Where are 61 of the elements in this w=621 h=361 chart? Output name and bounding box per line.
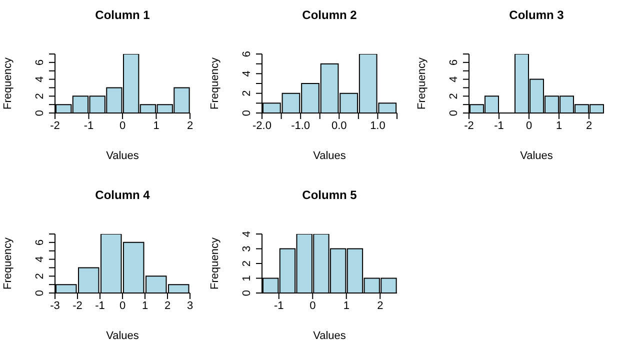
x-tick-label: -1 [84, 120, 94, 132]
y-tick-label: 3 [241, 246, 253, 252]
x-tick-label: -1 [95, 300, 105, 312]
x-axis-title: Values [313, 150, 346, 162]
x-tick-label: 3 [186, 300, 194, 312]
y-axis-title: Frequency [208, 237, 221, 290]
x-tick-label: 2 [164, 300, 171, 312]
x-tick-label: 2 [377, 300, 384, 312]
y-axis-title: Frequency [208, 57, 221, 110]
y-tick-label: 2 [34, 273, 46, 280]
x-tick-label: 1.0 [370, 120, 386, 132]
y-tick-label: 0 [448, 110, 460, 116]
y-axis-title: Frequency [2, 57, 14, 110]
x-tick-label: 1 [153, 120, 160, 132]
x-tick-label: 2 [586, 120, 592, 132]
x-tick-label: 1 [343, 300, 350, 312]
y-tick-label: 4 [241, 230, 253, 238]
y-tick-label: 6 [34, 239, 46, 246]
y-tick-label: 4 [448, 76, 460, 82]
chart-title: Column 1 [94, 8, 151, 22]
y-tick-label: 4 [34, 256, 46, 262]
x-tick-label: -2 [50, 120, 60, 132]
y-tick-label: 0 [34, 110, 46, 116]
y-tick-label: 2 [241, 260, 253, 267]
chart-title: Column 2 [301, 8, 358, 22]
y-tick-label: 2 [448, 93, 460, 100]
x-tick-label: -2 [72, 300, 82, 312]
x-tick-label: 0 [526, 120, 532, 132]
x-tick-label: -1 [274, 300, 284, 312]
x-tick-label: 2 [186, 120, 194, 132]
chart-title: Column 5 [301, 188, 358, 202]
x-axis-title: Values [520, 150, 554, 162]
y-tick-label: 6 [241, 50, 253, 58]
y-tick-label: 0 [34, 290, 46, 296]
x-tick-label: -2 [464, 120, 474, 132]
x-tick-label: 0.0 [331, 120, 347, 132]
y-tick-label: 0 [241, 110, 253, 116]
x-tick-label: 1 [556, 120, 562, 132]
x-axis-title: Values [106, 330, 140, 342]
y-tick-label: 4 [34, 76, 46, 82]
x-tick-label: 0 [310, 300, 316, 312]
chart-title: Column 3 [508, 8, 565, 22]
y-tick-label: 2 [34, 93, 46, 100]
x-tick-label: -1 [494, 120, 504, 132]
y-axis-title: Frequency [2, 237, 14, 290]
x-tick-label: -2.0 [252, 120, 272, 132]
y-tick-label: 4 [241, 70, 253, 77]
x-tick-label: -1.0 [291, 120, 310, 132]
y-tick-label: 2 [241, 90, 253, 96]
x-tick-label: 1 [142, 300, 148, 312]
x-tick-label: 0 [119, 300, 126, 312]
y-tick-label: 0 [241, 290, 253, 296]
y-tick-label: 6 [34, 59, 46, 66]
x-axis-title: Values [313, 330, 346, 342]
x-tick-label: -3 [50, 300, 60, 312]
y-axis-title: Frequency [416, 57, 428, 110]
x-axis-title: Values [106, 150, 140, 162]
chart-title: Column 4 [94, 188, 151, 202]
x-tick-label: 0 [119, 120, 126, 132]
y-tick-label: 6 [448, 59, 460, 66]
y-tick-label: 1 [241, 275, 253, 282]
